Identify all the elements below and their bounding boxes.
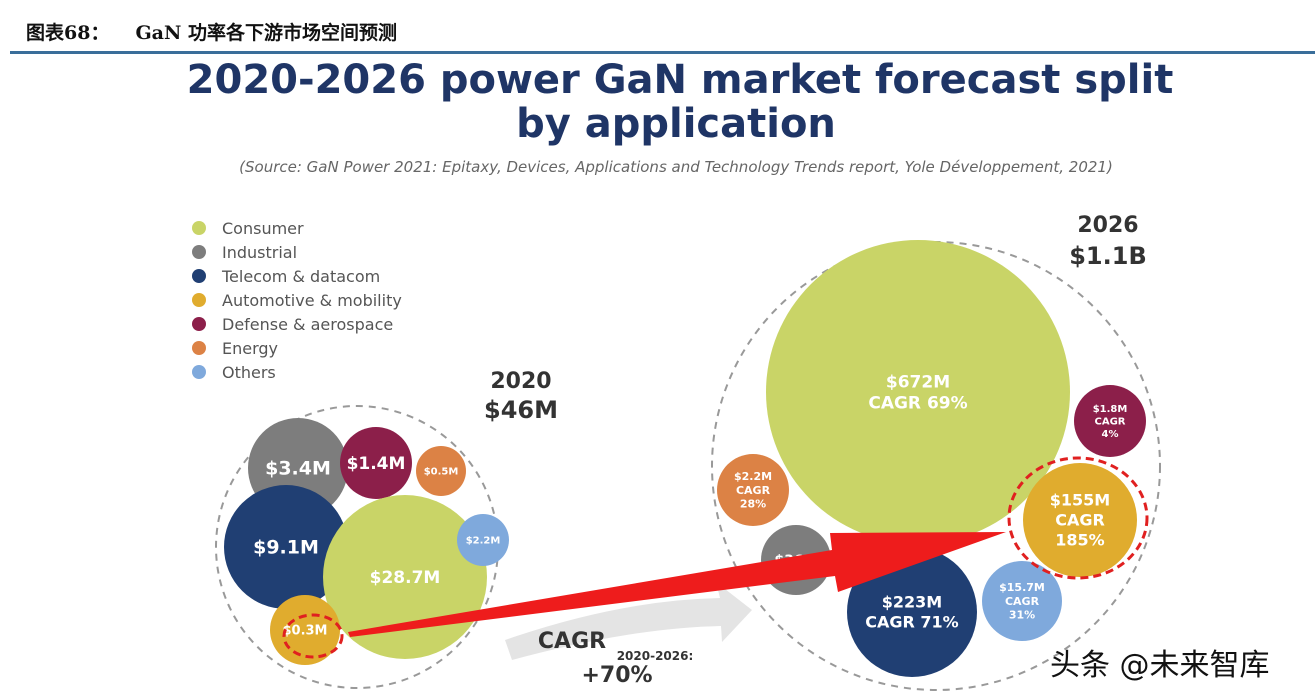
bubble-y2026-automotive-cagr: 185% [1055,531,1104,550]
bubble-y2020-defense [340,427,412,499]
bubble-y2020-defense-label: $1.4M [347,454,406,474]
bubble-y2026-energy-cagr: 28% [740,498,766,511]
bubble-y2026-defense [1074,385,1146,457]
bubble-y2020-others-label: $2.2M [466,536,501,547]
header-rule [10,51,1315,54]
watermark: 头条 @未来智库 [1050,648,1270,683]
legend-label-automotive: Automotive & mobility [222,291,402,310]
bubble-y2020-energy [416,446,466,496]
highlight-2020-automotive [282,613,344,659]
growth-arrow [348,532,1006,637]
bubble-y2026-defense-cagr_label: CAGR [1095,417,1126,428]
legend-dot-telecom [192,269,206,283]
overall-cagr-period: 2020-2026: [617,649,694,663]
legend: Consumer Industrial Telecom & datacom Autom… [192,219,402,382]
figure-header: 图表68： GaN 功率各下游市场空间预测 [26,18,397,45]
overall-cagr-value: +70% [581,663,652,688]
bubble-y2020-consumer-label: $28.7M [370,568,441,588]
bubble-y2026-consumer-label: $672M [886,372,950,392]
bubble-y2026-others-label: $15.7M [999,581,1045,594]
figure-number: 图表68： [26,22,110,44]
bubble-y2020-energy-label: $0.5M [424,467,459,478]
legend-label-telecom: Telecom & datacom [221,267,380,286]
bubble-y2026-automotive [1023,463,1137,577]
bubble-y2026-telecom [847,547,977,677]
legend-label-industrial: Industrial [222,243,297,262]
legend-dot-energy [192,341,206,355]
bubble-y2026-automotive-cagr_label: CAGR [1055,511,1105,530]
total-2026: $1.1B [1069,242,1147,270]
bubble-y2026-consumer-cagr: CAGR 69% [868,394,967,414]
bubble-y2026-others-cagr_label: CAGR [1005,595,1040,608]
bubble-y2020-others [457,514,509,566]
chart-title-line2: by application [516,101,836,147]
chart-source: (Source: GaN Power 2021: Epitaxy, Device… [239,158,1113,176]
bubble-y2020-telecom-label: $9.1M [253,537,319,559]
cagr-grey-arrow [505,582,752,660]
bubble-y2026-energy-cagr_label: CAGR [736,484,771,497]
bubble-y2026-automotive-label: $155M [1050,491,1110,510]
bubble-y2026-defense-cagr: 4% [1102,429,1119,440]
bubble-y2026-others-cagr: 31% [1009,609,1035,622]
highlight-2026-automotive [1007,456,1149,580]
bubble-y2026-others [982,561,1062,641]
figure-caption: GaN 功率各下游市场空间预测 [135,22,397,44]
bubble-y2026-energy [717,454,789,526]
year-2020: 2020 [490,369,551,394]
bubble-y2026-telecom-cagr: CAGR 71% [865,613,958,632]
chart-title-line1: 2020-2026 power GaN market forecast spli… [187,57,1174,103]
legend-label-defense: Defense & aerospace [222,315,393,334]
legend-dot-consumer [192,221,206,235]
bubble-y2020-telecom [224,485,348,609]
bubble-y2020-automotive-label: $0.3M [282,624,327,639]
overall-cagr-label: CAGR [538,629,606,654]
legend-dot-others [192,365,206,379]
legend-label-consumer: Consumer [222,219,304,238]
legend-label-others: Others [222,363,276,382]
legend-dot-automotive [192,293,206,307]
total-2020: $46M [484,396,558,424]
year-2026: 2026 [1077,213,1138,238]
legend-dot-defense [192,317,206,331]
legend-dot-industrial [192,245,206,259]
bubble-y2026-energy-label: $2.2M [734,470,772,483]
bubble-y2026-consumer [766,240,1070,544]
legend-label-energy: Energy [222,339,278,358]
bubble-y2020-industrial-label: $3.4M [265,458,331,480]
bubble-y2026-defense-label: $1.8M [1093,404,1128,415]
bubble-y2026-telecom-label: $223M [882,593,942,612]
